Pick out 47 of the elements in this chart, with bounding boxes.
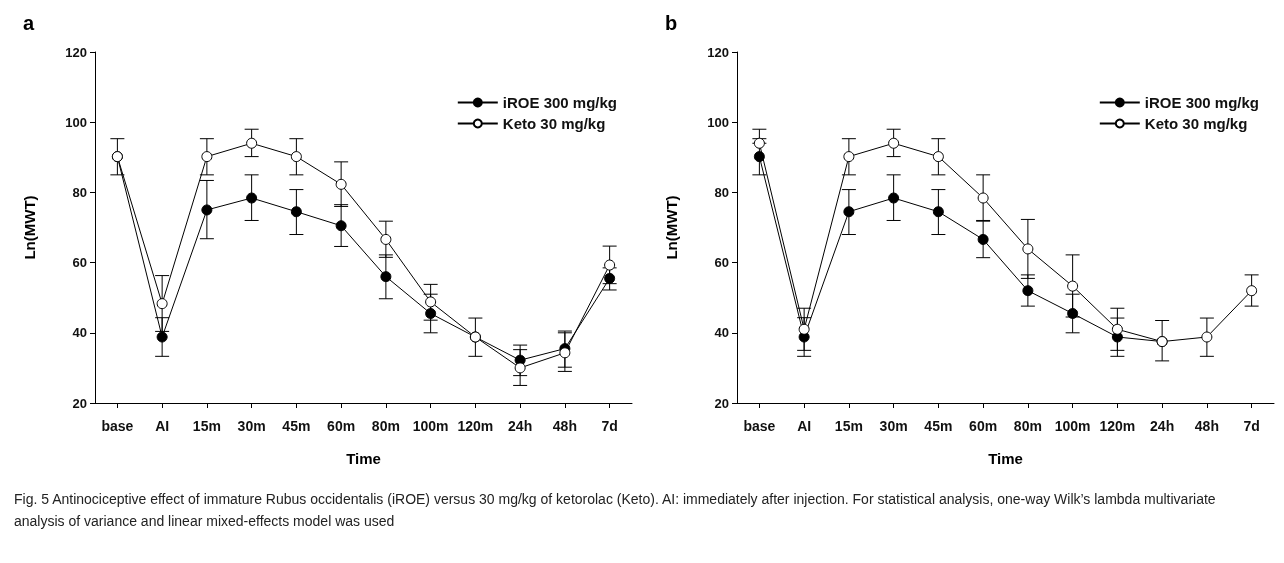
- x-tick-label: 48h: [1194, 418, 1219, 434]
- x-tick-label: 80m: [1013, 418, 1042, 434]
- y-tick-label: 120: [707, 44, 729, 60]
- x-tick-label: 30m: [237, 418, 266, 434]
- y-tick-label: 20: [714, 395, 729, 411]
- caption: Fig. 5 Antinociceptive effect of immature Rubus occidentalis (iROE) versus 30 mg/kg of ketorolac (Keto). AI: immediately after injection. For statistical analysis, one-way Wilk’s lambda multivariate analysis of variance and linear mixed-effects model was used: [14, 490, 1217, 531]
- chart-title: b: [665, 12, 678, 34]
- y-tick-label: 40: [72, 325, 87, 341]
- y-tick-label: 120: [65, 44, 87, 60]
- x-tick-label: 48h: [552, 418, 577, 434]
- x-tick-label: 120m: [1099, 418, 1136, 434]
- y-tick-label: 100: [707, 114, 729, 130]
- x-tick-label: 60m: [969, 418, 998, 434]
- x-tick-label: base: [101, 418, 134, 434]
- legend-label: iROE 300 mg/kg: [1144, 94, 1260, 111]
- x-tick-label: 24h: [508, 418, 533, 434]
- x-tick-label: AI: [797, 418, 812, 434]
- chart-title: a: [23, 12, 35, 34]
- x-tick-label: 100m: [1054, 418, 1091, 434]
- x-tick-label: 120m: [457, 418, 494, 434]
- y-tick-label: 40: [714, 325, 729, 341]
- x-tick-label: 100m: [412, 418, 449, 434]
- x-tick-label: 45m: [924, 418, 953, 434]
- y-tick-label: 80: [714, 184, 729, 200]
- x-tick-label: 24h: [1150, 418, 1175, 434]
- legend-label: iROE 300 mg/kg: [502, 94, 618, 111]
- x-tick-label: 7d: [1243, 418, 1260, 434]
- y-axis-title: Ln(MWT): [663, 195, 680, 260]
- y-tick-label: 60: [714, 255, 729, 271]
- x-tick-label: 80m: [371, 418, 400, 434]
- x-axis-title: Time: [988, 450, 1023, 467]
- y-tick-label: 80: [72, 184, 87, 200]
- y-tick-label: 60: [72, 255, 87, 271]
- x-tick-label: 30m: [879, 418, 908, 434]
- y-tick-label: 20: [72, 395, 87, 411]
- legend-label: Keto 30 mg/kg: [1144, 115, 1248, 132]
- x-tick-label: 7d: [601, 418, 618, 434]
- x-tick-label: 60m: [327, 418, 356, 434]
- legend-label: Keto 30 mg/kg: [502, 115, 606, 132]
- y-axis-title: Ln(MWT): [21, 195, 38, 260]
- x-tick-label: base: [743, 418, 776, 434]
- x-tick-label: 15m: [192, 418, 221, 434]
- x-tick-label: 45m: [282, 418, 311, 434]
- y-tick-label: 100: [65, 114, 87, 130]
- x-axis-title: Time: [346, 450, 381, 467]
- x-tick-label: 15m: [834, 418, 863, 434]
- x-tick-label: AI: [155, 418, 170, 434]
